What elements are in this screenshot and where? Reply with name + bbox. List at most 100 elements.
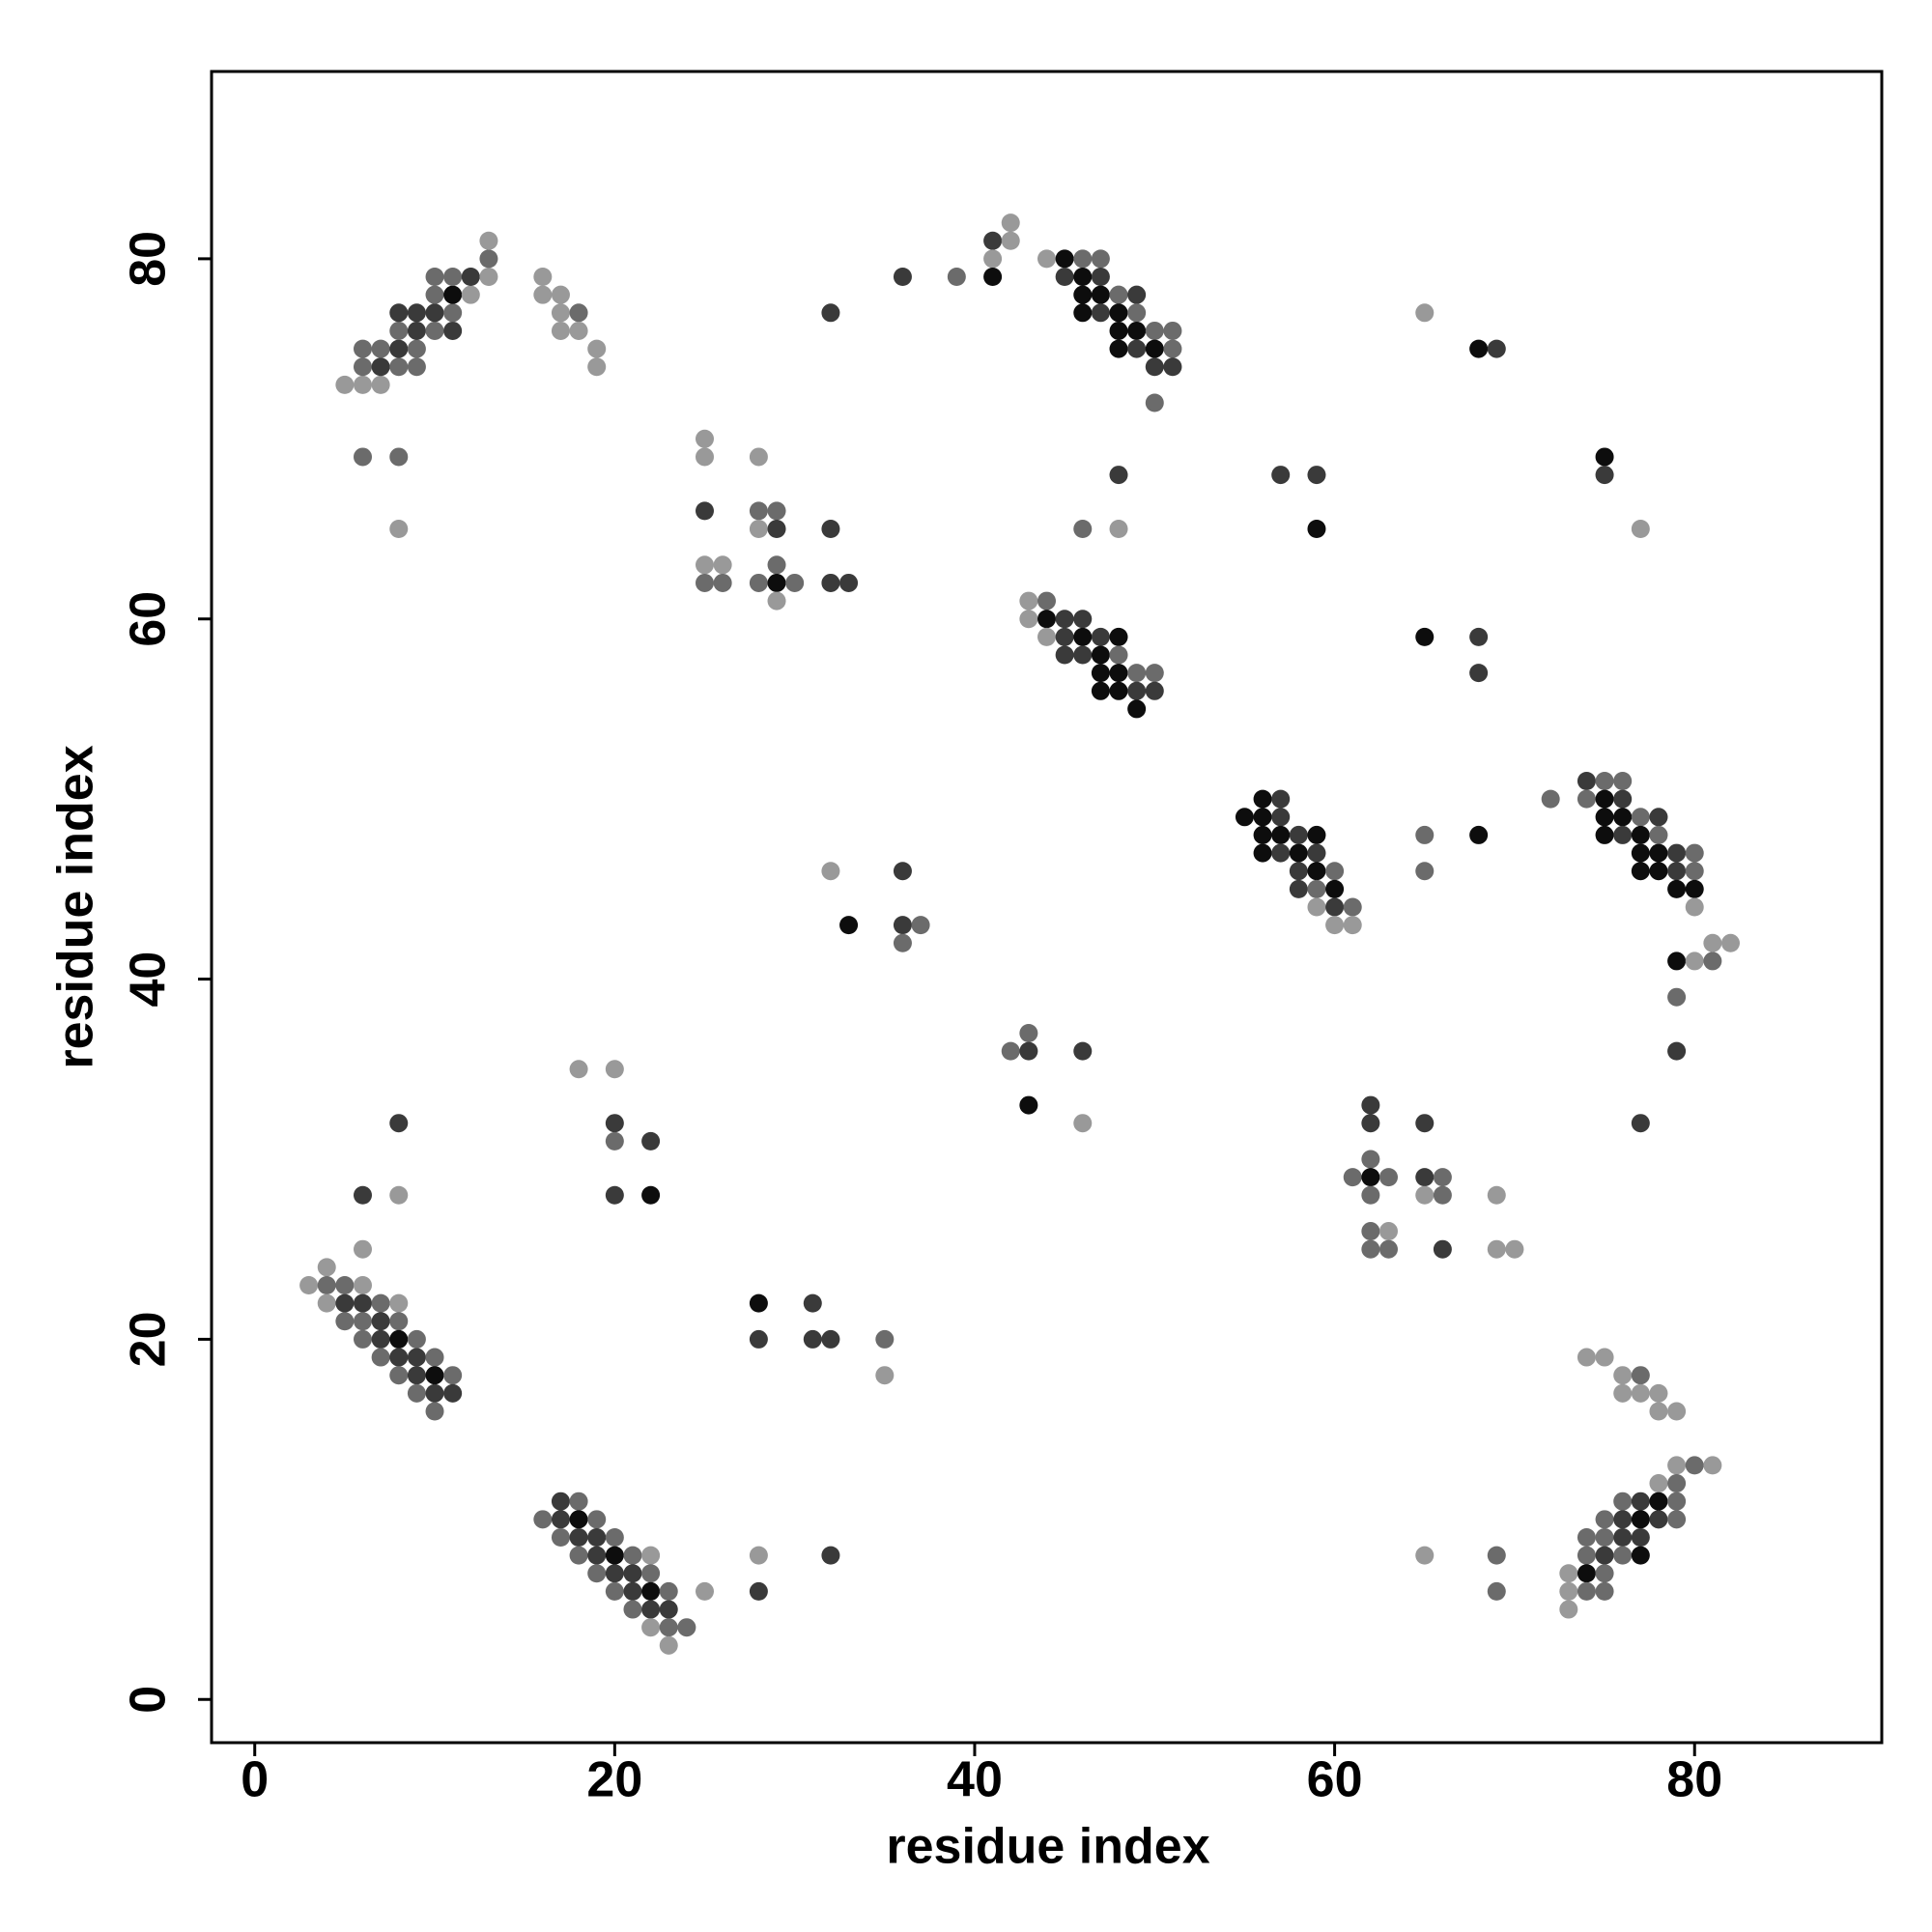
x-tick-label: 60	[1307, 1752, 1363, 1808]
point	[1091, 268, 1110, 287]
point	[641, 1581, 661, 1601]
point	[1667, 1402, 1687, 1421]
point	[839, 916, 859, 935]
point	[479, 249, 498, 269]
point	[1343, 1168, 1362, 1187]
point	[1685, 862, 1704, 881]
point	[839, 573, 859, 592]
point	[1361, 1114, 1380, 1133]
point	[371, 357, 390, 377]
point	[677, 1618, 696, 1637]
point	[569, 1527, 588, 1547]
point	[1649, 843, 1668, 863]
point	[1145, 393, 1164, 412]
point	[1019, 591, 1038, 611]
point	[1631, 1366, 1650, 1385]
point	[1415, 1546, 1435, 1565]
point	[1703, 952, 1722, 971]
point	[335, 1312, 355, 1331]
point	[425, 1348, 444, 1367]
point	[1307, 825, 1326, 844]
point	[354, 1293, 373, 1313]
point	[1595, 1581, 1614, 1601]
point	[767, 555, 786, 575]
point	[1559, 1564, 1578, 1583]
point	[317, 1258, 336, 1277]
point	[461, 268, 480, 287]
point	[569, 1510, 588, 1529]
point	[1163, 321, 1182, 340]
point	[1703, 933, 1722, 952]
point	[696, 1581, 715, 1601]
point	[1145, 339, 1164, 358]
point	[1073, 627, 1093, 646]
point	[1289, 843, 1308, 863]
point	[389, 1293, 409, 1313]
point	[335, 1293, 355, 1313]
point	[1091, 303, 1110, 323]
point	[749, 1293, 768, 1313]
point	[1613, 1383, 1633, 1403]
point	[749, 573, 768, 592]
point	[1559, 1600, 1578, 1619]
point	[696, 573, 715, 592]
point	[1649, 1510, 1668, 1529]
point	[1631, 1383, 1650, 1403]
point	[749, 520, 768, 539]
point	[821, 303, 840, 323]
point	[749, 1329, 768, 1349]
point	[623, 1581, 642, 1601]
point	[335, 375, 355, 394]
point	[425, 1366, 444, 1385]
point	[1361, 1150, 1380, 1169]
point	[1667, 1510, 1687, 1529]
point	[767, 591, 786, 611]
point	[641, 1185, 661, 1205]
point	[1595, 1564, 1614, 1583]
point	[605, 1546, 624, 1565]
point	[1649, 825, 1668, 844]
point	[1685, 879, 1704, 898]
y-tick-label: 80	[121, 231, 177, 287]
point	[641, 1546, 661, 1565]
point	[1037, 627, 1056, 646]
point	[354, 1329, 373, 1349]
point	[1325, 897, 1345, 917]
point	[1361, 1185, 1380, 1205]
point	[1037, 249, 1056, 269]
point	[696, 501, 715, 521]
point	[569, 321, 588, 340]
point	[1487, 1581, 1506, 1601]
point	[299, 1275, 319, 1294]
point	[1307, 466, 1326, 485]
point	[767, 573, 786, 592]
point	[1685, 843, 1704, 863]
point	[1469, 627, 1489, 646]
point	[1469, 339, 1489, 358]
point	[1271, 808, 1291, 827]
point	[1073, 303, 1093, 323]
point	[1631, 1114, 1650, 1133]
point	[1037, 610, 1056, 629]
point	[1415, 825, 1435, 844]
point	[1613, 808, 1633, 827]
point	[1469, 825, 1489, 844]
point	[1055, 645, 1074, 665]
point	[983, 249, 1003, 269]
point	[1361, 1239, 1380, 1259]
point	[659, 1600, 678, 1619]
point	[389, 1348, 409, 1367]
point	[443, 285, 463, 304]
point	[947, 268, 966, 287]
point	[1667, 843, 1687, 863]
point	[821, 1546, 840, 1565]
point	[641, 1131, 661, 1151]
point	[1613, 1366, 1633, 1385]
point	[1325, 862, 1345, 881]
point	[713, 555, 732, 575]
point	[893, 933, 912, 952]
point	[1325, 916, 1345, 935]
point	[749, 1581, 768, 1601]
point	[893, 268, 912, 287]
